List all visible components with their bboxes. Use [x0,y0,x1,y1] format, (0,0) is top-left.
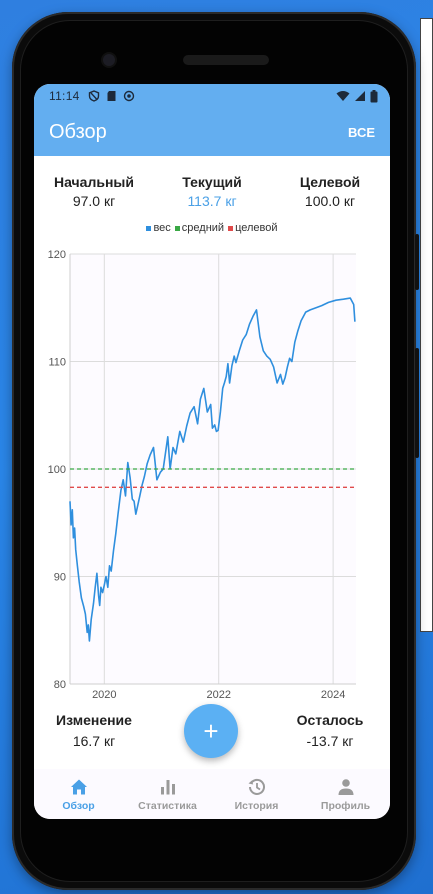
sync-icon [123,90,134,102]
start-weight-label: Начальный [54,174,134,190]
sim-card-icon [107,91,116,101]
wifi-icon [336,91,350,101]
bottom-navigation: Обзор Статистика История Профиль [34,769,390,819]
front-camera [103,54,115,66]
nav-label-overview: Обзор [62,799,95,812]
current-weight-label: Текущий [182,174,242,190]
status-time: 11:14 [49,89,80,103]
legend-item-weight[interactable]: вес [146,222,171,234]
start-weight: Начальный 97.0 кг [34,174,154,209]
weight-series-line [69,297,356,642]
battery-icon [370,89,378,102]
legend-swatch-target [228,225,234,231]
target-weight-label: Целевой [299,174,361,190]
y-tick-label: 100 [48,464,66,476]
show-all-button[interactable]: ВСЕ [348,124,375,140]
nav-label-profile: Профиль [320,799,371,812]
weight-change: Изменение 16.7 кг [34,712,154,749]
volume-button [415,348,419,458]
weight-remaining-label: Осталось [296,712,364,728]
weight-change-value: 16.7 кг [72,733,116,749]
current-weight: Текущий 113.7 кг [152,174,272,209]
weight-change-label: Изменение [56,712,132,728]
nav-item-history[interactable]: История [212,769,301,819]
weight-remaining-value: -13.7 кг [306,733,354,749]
vpn-shield-icon [88,90,99,102]
app-screen: 11:14 Обзор ВСЕ Начальный 97.0 кг Текущи… [34,84,390,819]
target-weight: Целевой 100.0 кг [270,174,390,209]
chart-legend: вес средний целевой [34,222,390,234]
signal-icon [355,91,365,101]
home-icon [70,779,87,794]
y-tick-label: 120 [48,249,66,261]
background-paper [420,18,433,632]
legend-swatch-average [174,225,180,231]
legend-label-average: средний [181,222,225,234]
page-title: Обзор [49,120,107,143]
x-tick-label: 2022 [206,689,230,701]
status-bar: 11:14 [34,84,390,108]
target-weight-value: 100.0 кг [304,193,356,209]
legend-label-target: целевой [235,222,278,234]
y-tick-label: 90 [54,572,66,584]
x-tick-label: 2020 [92,689,116,701]
nav-label-statistics: Статистика [138,799,197,812]
power-button [415,234,419,290]
nav-label-history: История [234,799,279,812]
y-tick-label: 110 [48,357,66,369]
history-icon [248,778,265,795]
nav-item-statistics[interactable]: Статистика [123,769,212,819]
nav-item-overview[interactable]: Обзор [34,769,123,819]
weight-remaining: Осталось -13.7 кг [270,712,390,749]
add-entry-button[interactable]: + [184,704,238,758]
app-bar: Обзор ВСЕ [34,108,390,156]
legend-item-average[interactable]: средний [174,222,225,234]
start-weight-value: 97.0 кг [72,193,116,209]
person-icon [338,778,353,795]
x-tick-label: 2024 [321,689,345,701]
earpiece-speaker [183,55,269,65]
plus-icon: + [203,715,219,746]
legend-swatch-weight [146,225,152,231]
weight-chart[interactable]: 80 90 100 110 120 2020 2022 2024 [34,244,390,704]
y-tick-label: 80 [54,679,66,691]
weight-summary: Начальный 97.0 кг Текущий 113.7 кг Целев… [34,174,390,214]
legend-label-weight: вес [153,222,171,234]
legend-item-target[interactable]: целевой [228,222,278,234]
nav-item-profile[interactable]: Профиль [301,769,390,819]
bar-chart-icon [160,779,175,794]
current-weight-value: 113.7 кг [187,193,237,209]
